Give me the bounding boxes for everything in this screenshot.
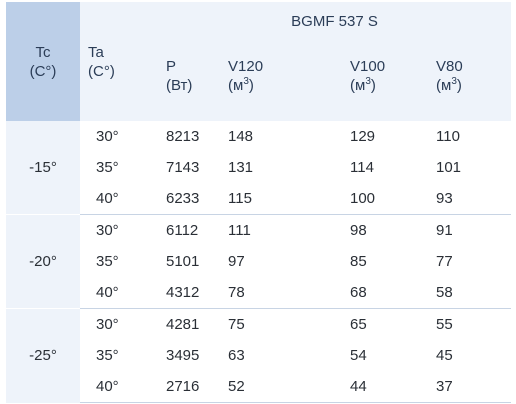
v120-cell: 63 — [228, 347, 245, 364]
header-ta-label: Ta — [88, 43, 104, 61]
table-body: -15° 30° 8213 148 129 110 35° 7143 131 1… — [6, 121, 512, 403]
ta-cell: 30° — [96, 128, 119, 145]
v80-cell: 55 — [418, 308, 512, 340]
p-cell: 5101 — [166, 253, 200, 270]
ta-cell: 30° — [80, 308, 158, 340]
v80-cell: 58 — [436, 284, 453, 301]
header-v120-label: V120 — [228, 58, 264, 75]
header-tc: Tc (C°) — [6, 2, 80, 121]
ta-cell: 40° — [80, 371, 158, 403]
ta-cell: 35° — [96, 253, 119, 270]
header-v100: V100 (м3) — [320, 40, 418, 121]
table-row: -15° 30° 8213 148 129 110 — [6, 121, 511, 215]
ta-cell: 35° — [96, 159, 119, 176]
ta-cell: 30° — [80, 214, 158, 246]
header-ta-unit: (C°) — [88, 62, 115, 80]
table-row: 35° 3495 63 54 45 — [6, 340, 511, 371]
v100-cell: 44 — [320, 371, 418, 403]
v100-cell: 68 — [350, 284, 367, 301]
header-p: P (Вт) — [158, 40, 222, 121]
header-p-label: P — [166, 58, 177, 75]
v100-cell: 65 — [320, 308, 418, 340]
p-cell: 8213 — [166, 128, 200, 145]
tc-group-value: -20° — [6, 214, 80, 309]
p-cell: 3495 — [166, 347, 200, 364]
p-cell: 6112 — [158, 214, 222, 246]
v120-cell: 115 — [228, 190, 252, 207]
table-row: 40° 2716 52 44 37 — [6, 371, 512, 403]
table-row: -20° 30° 6112 111 98 91 — [6, 214, 512, 309]
ta-cell: 35° — [96, 347, 119, 364]
tc-group-value: -25° — [6, 308, 80, 403]
v80-cell: 101 — [436, 159, 462, 176]
table-header: Tc (C°) Ta (C°) BGMF 537 S P (Вт) V120 (… — [6, 2, 512, 121]
tc-group-value: -15° — [6, 121, 80, 215]
v120-cell: 52 — [222, 371, 320, 403]
v80-cell: 77 — [436, 253, 453, 270]
v100-cell: 85 — [350, 253, 367, 270]
p-cell: 7143 — [166, 159, 200, 176]
v120-cell: 148 — [228, 128, 254, 145]
header-v80-unit: (м3) — [436, 76, 462, 95]
v80-cell: 110 — [436, 128, 460, 145]
header-tc-unit: (C°) — [29, 62, 57, 80]
ta-cell: 40° — [96, 190, 119, 207]
header-p-unit: (Вт) — [166, 77, 193, 94]
v80-cell: 37 — [418, 371, 512, 403]
table-row: 40° 4312 78 68 58 — [6, 277, 511, 309]
p-cell: 2716 — [158, 371, 222, 403]
ta-cell: 40° — [96, 284, 119, 301]
table-row: 40° 6233 115 100 93 — [6, 183, 511, 215]
header-v80-label: V80 — [436, 58, 463, 75]
table-row: -25° 30° 4281 75 65 55 — [6, 308, 512, 403]
table-row: 35° 7143 131 114 101 — [6, 152, 511, 183]
v100-cell: 100 — [350, 190, 376, 207]
v100-cell: 114 — [350, 159, 374, 176]
p-cell: 6233 — [166, 190, 200, 207]
p-cell: 4312 — [166, 284, 200, 301]
v120-cell: 78 — [228, 284, 245, 301]
v100-cell: 98 — [320, 214, 418, 246]
v100-cell: 54 — [350, 347, 367, 364]
performance-table: Tc (C°) Ta (C°) BGMF 537 S P (Вт) V120 (… — [6, 2, 512, 403]
v120-cell: 75 — [222, 308, 320, 340]
header-v120: V120 (м3) — [222, 40, 320, 121]
header-v100-unit: (м3) — [350, 76, 376, 95]
v80-cell: 45 — [436, 347, 453, 364]
header-model: BGMF 537 S — [158, 2, 512, 40]
v120-cell: 97 — [228, 253, 245, 270]
header-v120-unit: (м3) — [228, 76, 254, 95]
header-v80: V80 (м3) — [418, 40, 512, 121]
header-ta: Ta (C°) — [80, 2, 158, 121]
v120-cell: 111 — [222, 214, 320, 246]
p-cell: 4281 — [158, 308, 222, 340]
v80-cell: 91 — [418, 214, 512, 246]
header-tc-label: Tc — [35, 43, 51, 61]
table-row: 35° 5101 97 85 77 — [6, 246, 511, 277]
v80-cell: 93 — [436, 190, 453, 207]
v120-cell: 131 — [228, 159, 254, 176]
v100-cell: 129 — [350, 128, 376, 145]
header-v100-label: V100 — [350, 58, 386, 75]
